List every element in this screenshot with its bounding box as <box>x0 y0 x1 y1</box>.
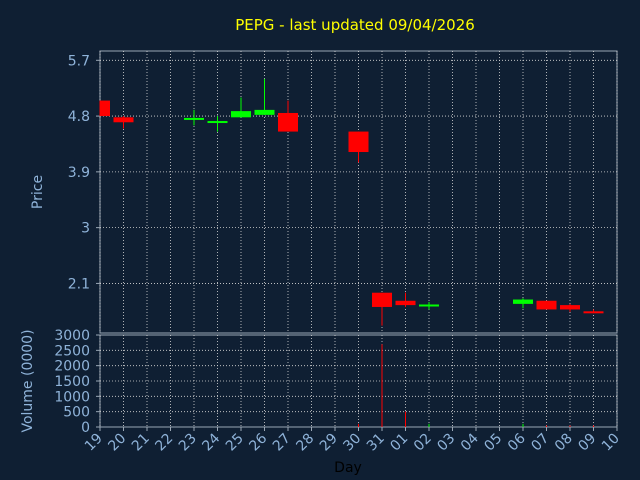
candle-body <box>278 112 298 132</box>
candle-body <box>419 304 439 307</box>
price-tick-label: 5.7 <box>68 53 90 69</box>
price-tick-label: 3 <box>81 221 90 237</box>
candle-body <box>583 311 604 314</box>
candle-body <box>207 121 228 124</box>
volume-axis-label: Volume (0000) <box>20 329 36 432</box>
chart-title: PEPG - last updated 09/04/2026 <box>235 16 475 34</box>
candle-body <box>348 131 369 153</box>
volume-tick-label: 1500 <box>54 374 90 390</box>
x-axis-label: Day <box>334 460 362 476</box>
candle-body <box>231 111 251 118</box>
candle-body <box>395 300 416 306</box>
candle-body <box>254 109 275 115</box>
candle-body <box>560 305 580 310</box>
price-tick-label: 4.8 <box>68 109 90 125</box>
price-panel: 5.7 4.8 3.9 3 2.1 <box>68 50 618 334</box>
volume-tick-label: 1000 <box>54 389 90 405</box>
volume-tick-label: 500 <box>63 405 90 421</box>
candle-body <box>184 117 204 120</box>
candle-body <box>113 117 134 123</box>
candle-body <box>372 292 392 307</box>
candle-body <box>513 299 533 304</box>
volume-tick-label: 2000 <box>54 359 90 375</box>
candle-body <box>536 300 557 310</box>
candle-body <box>100 100 110 117</box>
price-axis-label: Price <box>30 175 46 209</box>
volume-tick-label: 0 <box>81 420 90 436</box>
volume-tick-label: 2500 <box>54 343 90 359</box>
price-tick-label: 3.9 <box>68 165 90 181</box>
price-tick-label: 2.1 <box>68 276 90 292</box>
volume-tick-label: 3000 <box>54 328 90 344</box>
